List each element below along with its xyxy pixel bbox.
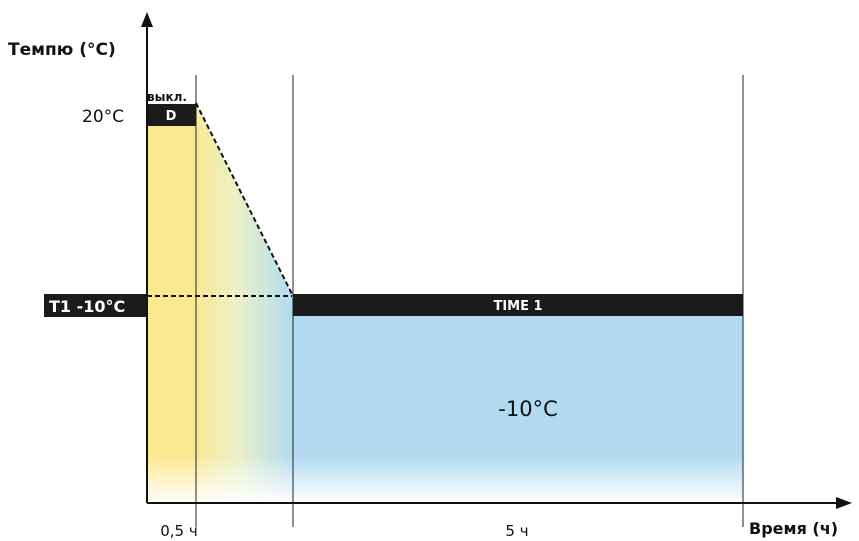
ramp-dashed-line (195, 102, 293, 295)
tick-label-half-hour: 0,5 ч (160, 522, 198, 540)
bottom-fade (147, 455, 743, 503)
x-axis-arrow (836, 497, 852, 509)
y-axis-arrow (141, 12, 153, 27)
t1-label: T1 -10°C (49, 297, 125, 316)
warm-zone (147, 104, 293, 503)
temp-high-label: 20°C (82, 107, 124, 127)
t1-bar (44, 294, 148, 317)
zone-temp-label: -10°C (498, 397, 557, 421)
tick-label-five-hours: 5 ч (505, 522, 528, 540)
y-axis-title: Темпю (°C) (8, 40, 116, 60)
off-label: выкл. (147, 90, 187, 104)
x-axis-title: Время (ч) (749, 519, 838, 538)
d-bar (147, 104, 196, 126)
d-label: D (166, 109, 177, 124)
time1-bar (293, 294, 743, 316)
time1-label: TIME 1 (493, 299, 542, 314)
